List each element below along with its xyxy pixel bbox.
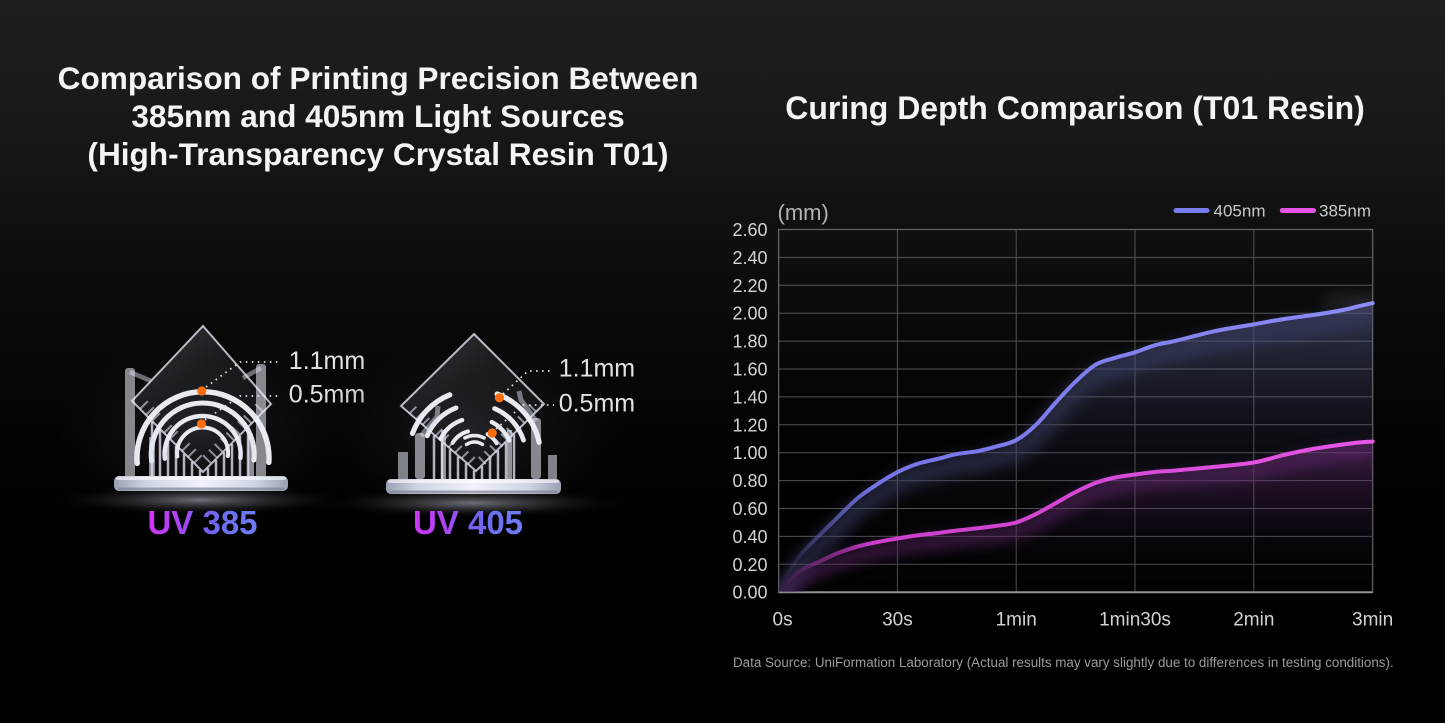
svg-text:1min: 1min xyxy=(996,610,1037,631)
svg-text:2.00: 2.00 xyxy=(732,304,767,324)
svg-text:2.40: 2.40 xyxy=(732,248,767,268)
svg-text:2.60: 2.60 xyxy=(732,220,767,240)
svg-text:0.40: 0.40 xyxy=(732,527,767,547)
svg-text:2min: 2min xyxy=(1233,610,1274,631)
svg-text:UV 405: UV 405 xyxy=(413,504,523,541)
svg-text:0.60: 0.60 xyxy=(732,499,767,519)
svg-text:1.80: 1.80 xyxy=(732,332,767,352)
svg-text:1.20: 1.20 xyxy=(732,415,767,435)
svg-text:3min: 3min xyxy=(1352,610,1393,631)
svg-text:1min30s: 1min30s xyxy=(1099,610,1171,631)
svg-text:0.80: 0.80 xyxy=(732,471,767,491)
svg-text:2.20: 2.20 xyxy=(732,276,767,296)
svg-text:1.1mm: 1.1mm xyxy=(559,355,635,383)
svg-text:1.00: 1.00 xyxy=(732,443,767,463)
svg-text:(mm): (mm) xyxy=(778,200,829,225)
svg-text:0.5mm: 0.5mm xyxy=(559,390,635,418)
svg-text:30s: 30s xyxy=(882,610,913,631)
svg-text:385nm: 385nm xyxy=(1319,202,1371,221)
svg-text:0.00: 0.00 xyxy=(732,583,767,603)
svg-text:405nm: 405nm xyxy=(1214,202,1266,221)
svg-text:1.60: 1.60 xyxy=(732,360,767,380)
svg-text:0.20: 0.20 xyxy=(732,555,767,575)
svg-text:1.40: 1.40 xyxy=(732,387,767,407)
svg-text:0s: 0s xyxy=(773,610,793,631)
svg-text:UV 385: UV 385 xyxy=(147,504,257,541)
